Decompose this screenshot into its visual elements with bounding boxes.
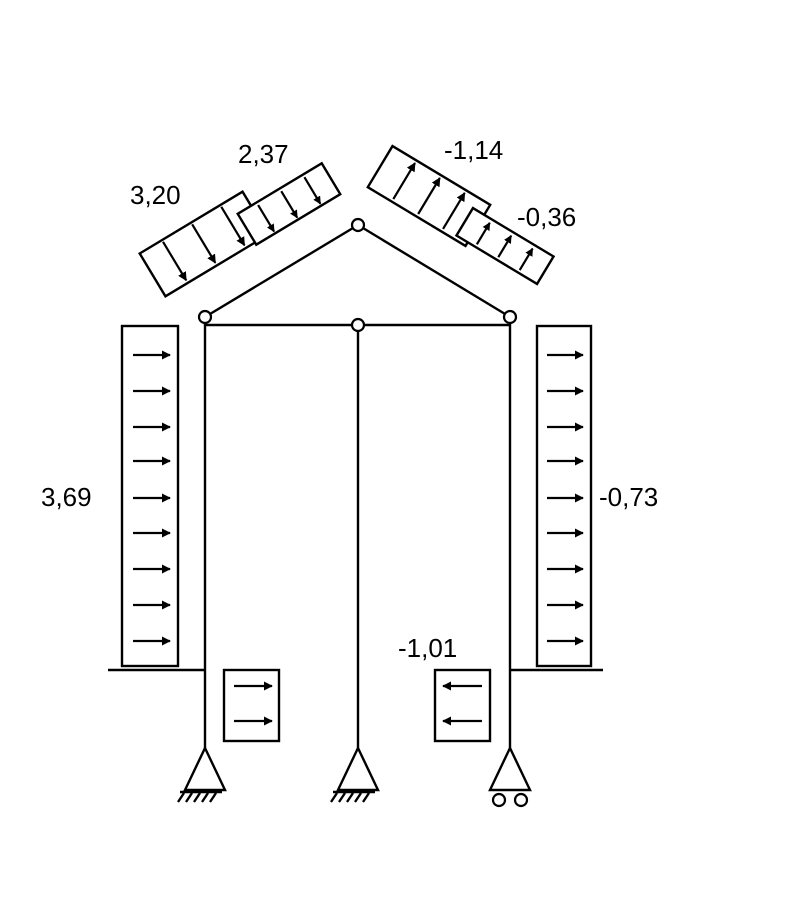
- hinge-ridge: [350, 217, 366, 233]
- support-middle-pinned: [330, 745, 380, 803]
- label-roof-right-inner: -1,14: [444, 135, 503, 165]
- label-roof-left-outer: 3,20: [130, 180, 181, 210]
- rafter-left: [204, 223, 359, 319]
- load-ground-right: [433, 668, 492, 743]
- label-roof-right-outer: -0,36: [517, 202, 576, 232]
- load-roof-right-outer: [454, 206, 556, 286]
- load-wall-left: [120, 324, 180, 668]
- hinge-right-eave: [502, 309, 518, 325]
- load-wall-right: [535, 324, 593, 668]
- frame: [108, 223, 603, 748]
- label-roof-left-inner: 2,37: [238, 139, 289, 169]
- label-ground-right: -1,01: [398, 633, 457, 663]
- label-wall-left: 3,69: [41, 482, 92, 512]
- hinges: [197, 217, 518, 333]
- support-right-roller: [488, 745, 532, 808]
- rafter-right: [357, 223, 511, 319]
- hinge-left-eave: [197, 309, 213, 325]
- support-left-pinned: [177, 745, 227, 803]
- label-wall-right: -0,73: [599, 482, 658, 512]
- load-roof-left-inner: [236, 161, 342, 247]
- load-ground-left: [222, 668, 281, 743]
- hinge-beam-middle: [350, 317, 366, 333]
